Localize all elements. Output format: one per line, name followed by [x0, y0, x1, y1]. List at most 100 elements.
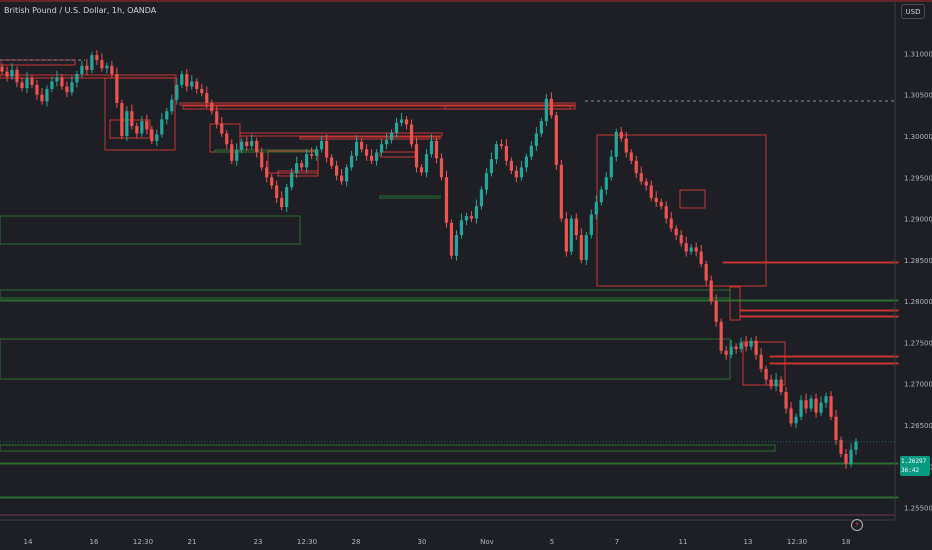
- candle: [235, 143, 239, 166]
- price-tick-label: 1.25500: [904, 505, 932, 513]
- candle-body: [285, 187, 289, 208]
- candle: [399, 112, 404, 127]
- price-tick-label: 1.29500: [904, 174, 932, 182]
- candle: [185, 69, 189, 92]
- candle-body: [834, 416, 838, 440]
- time-tick-label: 23: [254, 538, 263, 546]
- candle: [539, 117, 543, 137]
- zone-box: [769, 362, 899, 365]
- price-tick-label: 1.26500: [904, 422, 932, 430]
- candle: [15, 66, 19, 88]
- price-tick-label: 1.29000: [904, 216, 932, 224]
- lightning-icon[interactable]: ⚡: [851, 519, 863, 531]
- time-tick-label: 16: [90, 538, 99, 546]
- zone-box: [109, 119, 151, 139]
- candle: [340, 169, 344, 185]
- candle-body: [524, 156, 528, 168]
- candle-body: [799, 400, 803, 417]
- zone-box: [239, 132, 443, 137]
- candle-body: [819, 402, 823, 413]
- candle-body: [344, 167, 349, 182]
- candle-body: [609, 156, 613, 178]
- candle-body: [45, 88, 49, 102]
- candle-body: [679, 235, 683, 244]
- candle: [30, 74, 34, 89]
- candle-body: [30, 78, 34, 85]
- candle: [629, 149, 633, 165]
- candle: [794, 413, 798, 429]
- candle-body: [844, 453, 848, 464]
- zone-box: [0, 496, 899, 499]
- last-price-value: 1.26297: [901, 458, 927, 465]
- candle: [479, 186, 484, 210]
- candle: [624, 131, 628, 158]
- candle-body: [300, 163, 304, 168]
- candle: [749, 337, 753, 350]
- candle: [70, 75, 74, 96]
- candle-body: [684, 243, 688, 252]
- candle: [734, 343, 738, 355]
- candle-body: [489, 159, 494, 174]
- candle-body: [519, 167, 523, 178]
- candle-body: [240, 141, 244, 151]
- last-price-tag: 1.26297 36:42: [900, 456, 930, 476]
- zone-box: [0, 338, 731, 380]
- candle-body: [579, 235, 583, 260]
- zone-box: [214, 149, 316, 153]
- candle: [90, 51, 94, 74]
- candle: [769, 374, 773, 390]
- candle-body: [599, 189, 603, 203]
- time-tick-label: 12:30: [787, 538, 807, 546]
- candle-body: [20, 82, 24, 89]
- time-tick-label: 7: [615, 538, 619, 546]
- candle: [240, 138, 244, 154]
- candle: [285, 183, 289, 212]
- candle: [404, 116, 409, 130]
- candle: [704, 260, 708, 286]
- candle-body: [185, 74, 189, 87]
- candle: [85, 59, 89, 75]
- candle-body: [564, 218, 568, 252]
- candle-body: [165, 111, 169, 120]
- zone-box: [182, 105, 576, 110]
- candle: [55, 70, 59, 87]
- symbol-title[interactable]: British Pound / U.S. Dollar, 1h, OANDA: [4, 6, 157, 15]
- candle-body: [330, 157, 334, 166]
- time-tick-label: 18: [842, 538, 851, 546]
- candle: [449, 219, 454, 260]
- candle-body: [849, 449, 853, 464]
- candle-body: [429, 140, 434, 155]
- candle-body: [484, 173, 489, 190]
- candle: [120, 99, 124, 140]
- candle-body: [35, 84, 39, 95]
- candle-body: [549, 98, 553, 116]
- candle-body: [569, 218, 573, 252]
- candle-body: [464, 216, 469, 221]
- candle: [694, 242, 698, 257]
- candle-body: [654, 197, 658, 203]
- candle: [35, 79, 39, 100]
- candle-body: [260, 152, 264, 168]
- candle-body: [404, 119, 409, 125]
- candle-body: [364, 149, 369, 156]
- candle-body: [15, 69, 19, 83]
- currency-button[interactable]: USD: [901, 4, 925, 19]
- candle: [75, 70, 79, 88]
- candle-body: [379, 144, 384, 153]
- candle: [275, 180, 279, 203]
- zone-box: [0, 299, 899, 302]
- candle: [374, 149, 379, 166]
- candle-body: [659, 202, 663, 207]
- candle-body: [70, 82, 74, 93]
- candle-body: [494, 144, 499, 160]
- candle: [544, 93, 548, 127]
- zone-box: [179, 102, 576, 106]
- candle-body: [514, 170, 518, 178]
- candle-body: [589, 214, 593, 236]
- zone-box: [0, 289, 731, 299]
- zone-box: [379, 195, 441, 199]
- candle: [20, 77, 24, 92]
- candle: [674, 225, 678, 241]
